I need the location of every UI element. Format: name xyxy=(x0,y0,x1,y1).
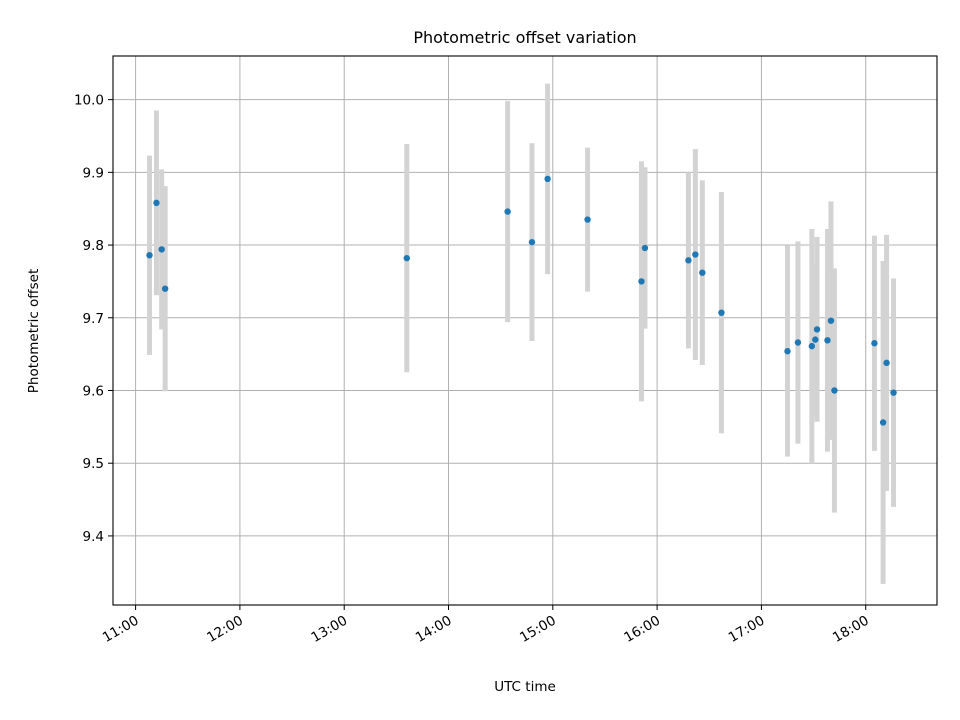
data-point xyxy=(890,389,897,396)
data-point xyxy=(403,254,410,262)
y-axis-label: Photometric offset xyxy=(26,269,42,393)
data-point xyxy=(146,252,153,259)
data-point xyxy=(871,340,878,347)
data-point xyxy=(718,309,725,316)
data-point xyxy=(158,246,165,253)
data-point xyxy=(827,317,835,324)
data-point xyxy=(824,337,831,344)
y-tick-label: 9.6 xyxy=(83,383,104,399)
data-point xyxy=(883,359,890,367)
data-point xyxy=(794,339,802,346)
chart-title: Photometric offset variation xyxy=(413,28,636,47)
data-point xyxy=(641,244,649,252)
x-axis-label: UTC time xyxy=(494,679,556,695)
data-point xyxy=(638,278,645,285)
y-tick-label: 10.0 xyxy=(74,93,104,109)
data-points xyxy=(146,175,897,426)
y-tick-label: 9.8 xyxy=(83,238,104,254)
data-point xyxy=(879,419,887,426)
data-point xyxy=(831,387,838,394)
y-tick-label: 9.5 xyxy=(83,456,104,472)
data-point xyxy=(808,342,816,350)
data-point xyxy=(544,175,551,183)
data-point xyxy=(528,238,536,246)
data-point xyxy=(699,269,706,276)
y-tick-label: 9.7 xyxy=(83,311,104,327)
data-point xyxy=(153,199,160,207)
data-point xyxy=(692,251,699,258)
data-point xyxy=(584,216,591,223)
data-point xyxy=(784,348,791,355)
data-point xyxy=(161,285,169,292)
y-tick-label: 9.9 xyxy=(83,165,104,181)
data-point xyxy=(813,326,821,333)
y-tick-label: 9.4 xyxy=(83,529,104,545)
data-point xyxy=(812,336,819,343)
data-point xyxy=(685,257,692,264)
data-point xyxy=(504,208,511,215)
plot-frame xyxy=(112,55,938,606)
